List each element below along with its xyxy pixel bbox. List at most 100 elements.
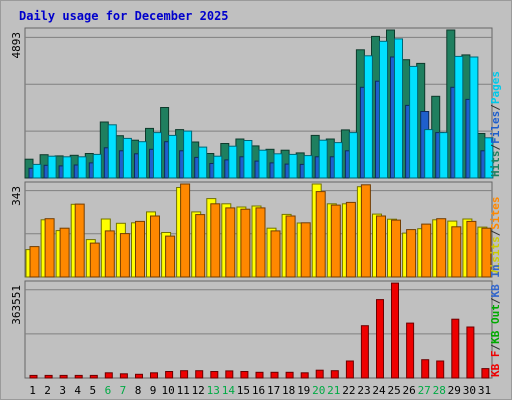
bar-visits-sites-14: [225, 207, 236, 278]
bar-visits-sites-31: [481, 227, 492, 278]
bar-traffic-pages-20: [318, 139, 328, 179]
bar-kb-kb-f-22: [345, 360, 354, 379]
x-tick-label-23: 23: [357, 384, 370, 397]
bar-kb-kb-f-12: [195, 370, 204, 379]
bar-traffic-pages-3: [62, 156, 72, 179]
bar-kb-kb-f-5: [89, 374, 98, 379]
bar-kb-kb-f-3: [59, 374, 68, 379]
x-tick-label-5: 5: [89, 384, 96, 397]
bar-traffic-pages-18: [288, 153, 298, 179]
bar-traffic-pages-19: [303, 155, 313, 179]
bar-traffic-pages-7: [122, 137, 132, 179]
bar-kb-kb-f-29: [451, 318, 460, 379]
chart-title: Daily usage for December 2025: [19, 9, 229, 23]
bar-traffic-pages-15: [243, 140, 253, 179]
x-tick-label-24: 24: [372, 384, 386, 397]
bar-kb-kb-f-4: [74, 374, 83, 379]
series-legend-kb-2: KB Out: [489, 304, 502, 344]
bar-traffic-pages-14: [228, 145, 238, 179]
bar-kb-kb-f-7: [119, 373, 128, 379]
bar-traffic-pages-22: [348, 132, 358, 179]
series-legend-kb-0: KB F: [489, 351, 502, 378]
x-tick-label-20: 20: [312, 384, 325, 397]
y-axis-max-label-kb: 363551: [10, 285, 23, 325]
bar-kb-kb-f-8: [135, 373, 143, 379]
bar-traffic-pages-29: [454, 55, 464, 179]
bar-traffic-pages-4: [77, 156, 87, 179]
series-legend-traffic-0: Hits: [489, 151, 502, 178]
bar-traffic-pages-26: [409, 65, 419, 179]
bar-traffic-pages-27: [424, 129, 434, 179]
bar-kb-kb-f-16: [255, 371, 264, 379]
bar-kb-kb-f-25: [391, 282, 399, 379]
bar-visits-sites-5: [89, 242, 100, 278]
bar-traffic-pages-16: [258, 149, 268, 179]
bar-kb-kb-f-30: [466, 326, 475, 379]
bar-visits-sites-1: [29, 246, 40, 278]
x-tick-label-15: 15: [237, 384, 250, 397]
bar-kb-kb-f-11: [180, 370, 189, 379]
bar-traffic-pages-31: [484, 137, 494, 179]
bar-visits-sites-20: [315, 191, 326, 278]
bar-visits-sites-27: [421, 223, 432, 278]
bar-visits-sites-11: [180, 183, 191, 278]
bar-visits-sites-21: [330, 204, 341, 278]
bar-visits-sites-12: [195, 214, 206, 278]
x-tick-label-1: 1: [29, 384, 36, 397]
series-axis-label-visits: Visits/Sites: [489, 197, 502, 277]
x-tick-label-18: 18: [282, 384, 295, 397]
x-tick-label-2: 2: [44, 384, 51, 397]
series-axis-label-traffic: Hits/Files/Pages: [489, 71, 502, 177]
bar-visits-sites-3: [59, 227, 70, 278]
bar-visits-sites-10: [165, 235, 176, 278]
bar-kb-kb-f-10: [165, 371, 174, 379]
x-tick-label-19: 19: [297, 384, 310, 397]
bar-kb-kb-f-26: [406, 322, 415, 379]
bar-kb-kb-f-28: [436, 360, 445, 379]
bar-traffic-pages-24: [379, 40, 388, 179]
bar-visits-sites-28: [436, 218, 447, 278]
bar-traffic-pages-17: [273, 153, 283, 179]
bar-visits-sites-26: [406, 229, 417, 278]
bar-visits-sites-24: [376, 215, 386, 278]
series-legend-traffic-3: /: [489, 104, 502, 111]
series-legend-kb-3: /: [489, 297, 502, 304]
bar-visits-sites-19: [300, 222, 311, 278]
x-tick-label-6: 6: [105, 384, 112, 397]
bar-kb-kb-f-31: [481, 368, 490, 379]
bar-kb-kb-f-19: [300, 372, 309, 379]
bar-kb-kb-f-15: [240, 371, 249, 379]
x-tick-label-14: 14: [222, 384, 236, 397]
bar-traffic-pages-5: [92, 153, 102, 179]
bar-visits-sites-23: [360, 184, 371, 278]
x-tick-label-16: 16: [252, 384, 265, 397]
bar-kb-kb-f-2: [44, 374, 53, 379]
bar-kb-kb-f-20: [315, 369, 324, 379]
bar-visits-sites-9: [150, 215, 160, 278]
bar-visits-sites-7: [119, 233, 130, 278]
series-legend-kb-4: KB In: [489, 264, 502, 297]
bar-kb-kb-f-21: [330, 370, 339, 379]
x-tick-label-8: 8: [135, 384, 142, 397]
panel-kb: [24, 280, 493, 379]
bar-traffic-pages-1: [32, 163, 42, 179]
series-axis-label-kb: KB F/KB Out/KB In: [489, 264, 502, 377]
bar-traffic-pages-23: [363, 55, 373, 179]
bar-kb-kb-f-18: [285, 371, 294, 379]
bar-visits-sites-17: [270, 230, 281, 278]
bar-visits-sites-15: [240, 208, 251, 278]
series-legend-traffic-2: Files: [489, 111, 502, 144]
bar-visits-sites-25: [391, 219, 401, 278]
bar-traffic-pages-21: [333, 142, 343, 179]
bar-kb-kb-f-6: [104, 372, 113, 379]
series-legend-visits-2: Sites: [489, 197, 502, 230]
bar-visits-sites-4: [74, 203, 85, 278]
x-tick-label-17: 17: [267, 384, 280, 397]
x-tick-label-3: 3: [59, 384, 66, 397]
bar-visits-sites-13: [210, 203, 221, 278]
bar-kb-kb-f-17: [270, 371, 279, 379]
bar-traffic-pages-11: [183, 130, 193, 179]
x-tick-label-12: 12: [192, 384, 205, 397]
bar-kb-kb-f-23: [360, 325, 369, 379]
x-tick-label-21: 21: [327, 384, 340, 397]
